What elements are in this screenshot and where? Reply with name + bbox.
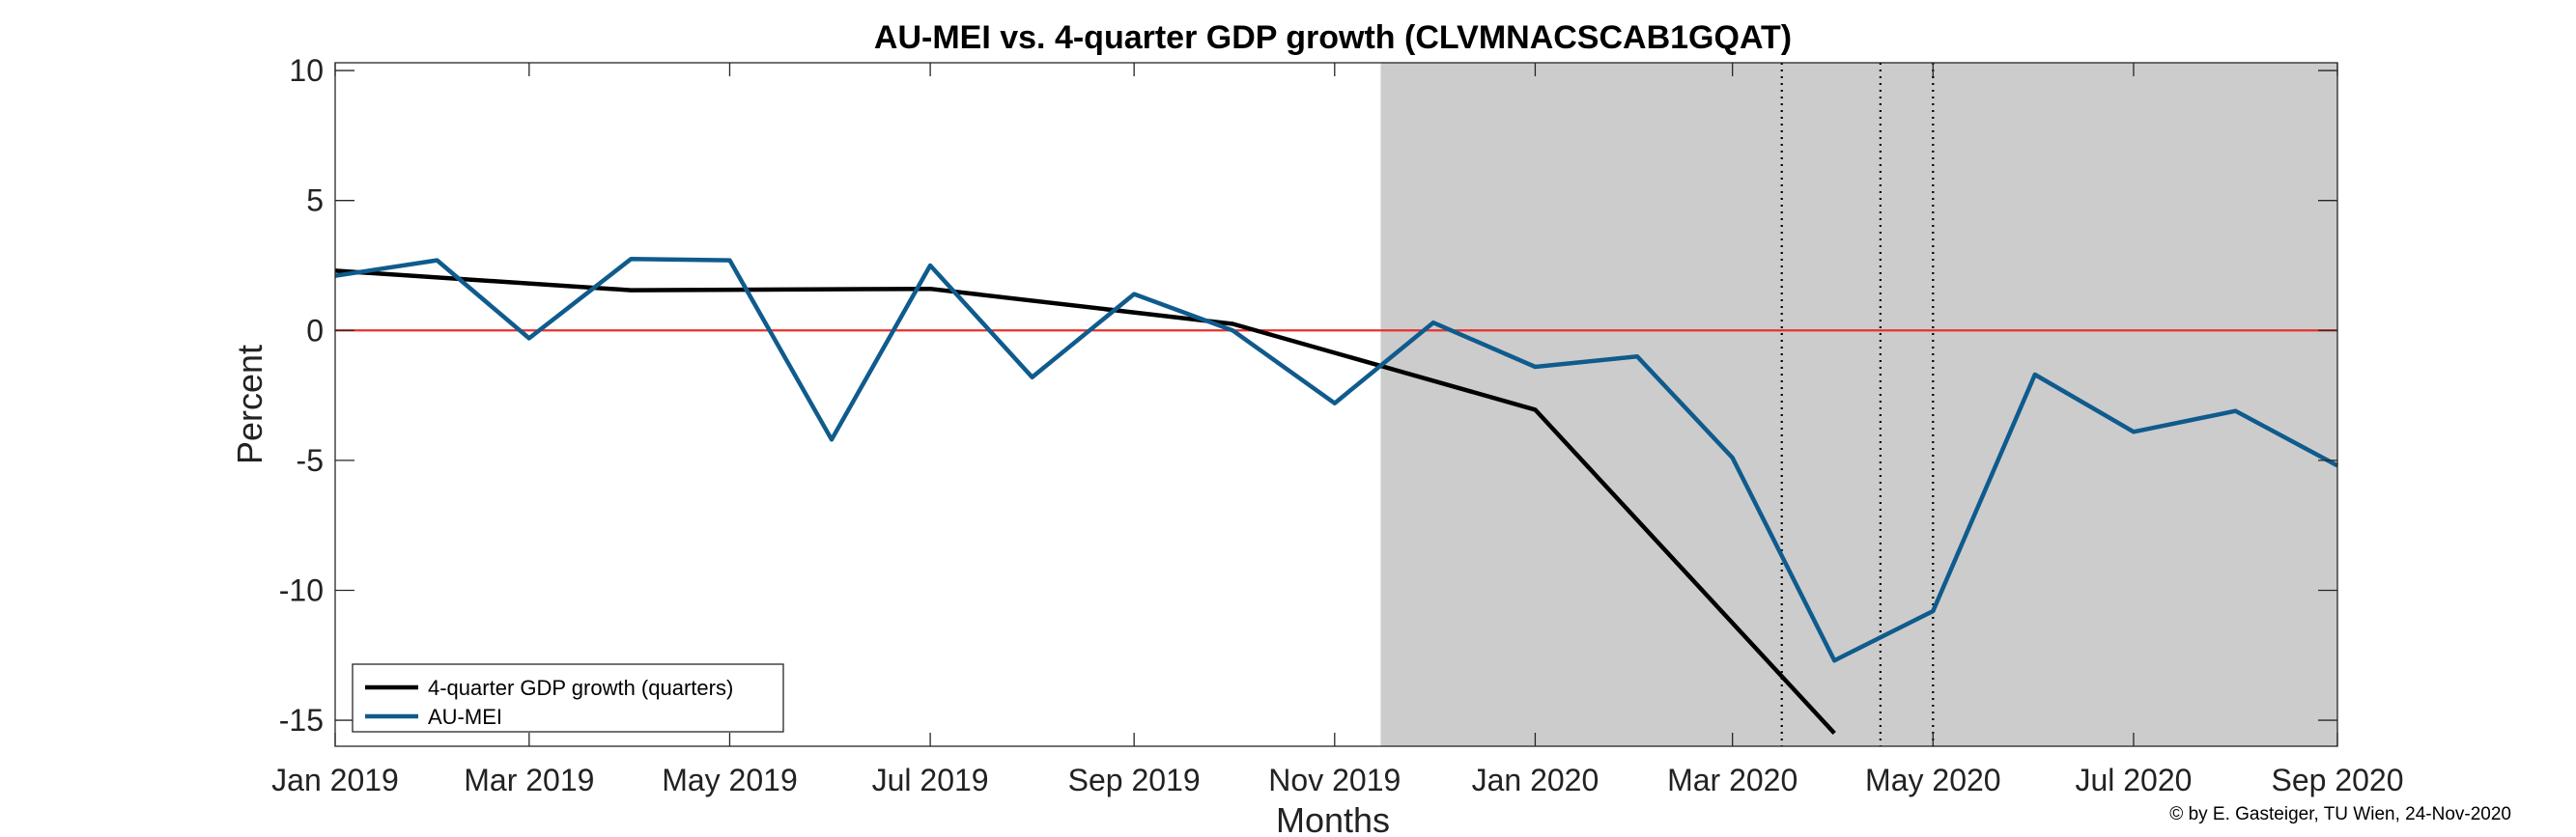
legend-label: 4-quarter GDP growth (quarters) [428,676,733,700]
x-tick-label: Jan 2020 [1472,763,1599,797]
y-tick-label: 10 [289,53,324,88]
chart-title: AU-MEI vs. 4-quarter GDP growth (CLVMNAC… [874,19,1792,56]
x-tick-label: Jul 2020 [2075,763,2192,797]
legend-box [352,663,784,733]
x-tick-label: Sep 2019 [1068,763,1201,797]
shaded-region [1380,63,2337,746]
x-axis: Jan 2019 Mar 2019 May 2019 Jul 2019 Sep 2019… [271,63,2404,797]
vertical-markers [1780,63,1935,746]
x-tick-label: May 2019 [662,763,798,797]
x-tick-label: May 2020 [1865,763,2001,797]
x-tick-label: Jul 2019 [872,763,989,797]
x-tick-label: Mar 2020 [1667,763,1798,797]
legend: 4-quarter GDP growth (quarters) AU-MEI [352,663,784,733]
gdp-growth-line [334,268,1836,736]
credit-text: © by E. Gasteiger, TU Wien, 24-Nov-2020 [2169,804,2511,824]
x-tick-label: Sep 2020 [2271,763,2403,797]
y-axis: 10 5 0 -5 -10 -15 [279,53,2337,738]
y-tick-label: -15 [279,703,324,738]
x-tick-label: Mar 2019 [464,763,594,797]
legend-label: AU-MEI [428,705,502,729]
y-tick-label: 5 [306,183,324,218]
plot-frame [334,62,2338,747]
au-mei-line [334,256,2339,663]
y-tick-label: -5 [297,443,324,478]
y-tick-label: -10 [279,572,324,607]
shaded-area [1380,63,2337,746]
x-tick-label: Nov 2019 [1268,763,1401,797]
series-lines [334,256,2339,736]
y-tick-label: 0 [306,313,324,348]
y-axis-label: Percent [230,345,269,464]
x-tick-label: Jan 2019 [271,763,399,797]
x-axis-label: Months [1276,800,1390,837]
